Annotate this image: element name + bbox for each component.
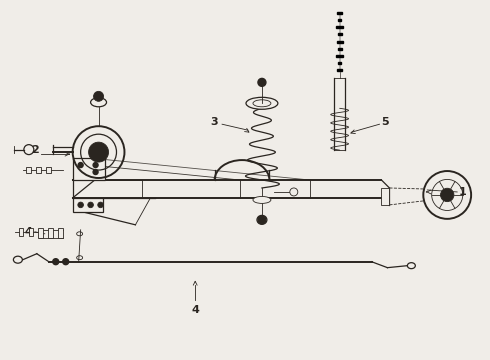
Circle shape xyxy=(258,78,266,86)
Circle shape xyxy=(53,259,59,265)
Circle shape xyxy=(89,142,108,162)
Ellipse shape xyxy=(257,215,267,224)
Circle shape xyxy=(93,163,98,167)
Circle shape xyxy=(258,216,266,224)
Bar xyxy=(338,33,342,35)
Text: 5: 5 xyxy=(382,117,389,127)
Bar xyxy=(337,41,343,42)
Circle shape xyxy=(290,188,298,196)
Bar xyxy=(38,228,43,238)
Bar xyxy=(337,55,343,57)
Bar xyxy=(382,188,390,205)
Ellipse shape xyxy=(246,97,278,109)
Circle shape xyxy=(63,259,69,265)
Ellipse shape xyxy=(91,98,106,107)
Bar xyxy=(338,19,342,21)
Bar xyxy=(337,26,343,28)
Circle shape xyxy=(94,91,103,101)
Bar xyxy=(36,167,41,173)
Bar xyxy=(337,69,343,71)
Bar xyxy=(26,167,31,173)
Text: 1: 1 xyxy=(459,187,467,197)
Ellipse shape xyxy=(253,197,271,203)
Circle shape xyxy=(78,202,83,208)
Bar xyxy=(338,62,342,64)
Circle shape xyxy=(93,170,98,175)
Circle shape xyxy=(441,188,454,202)
Text: 4: 4 xyxy=(191,305,199,315)
Bar xyxy=(58,228,63,238)
Text: 3: 3 xyxy=(211,117,218,127)
Bar xyxy=(46,167,51,173)
Circle shape xyxy=(78,163,83,167)
Circle shape xyxy=(98,202,103,208)
Bar xyxy=(19,228,23,236)
Bar xyxy=(73,198,102,212)
Bar xyxy=(337,12,343,14)
Bar xyxy=(73,158,104,180)
Bar xyxy=(28,228,33,236)
Text: 2: 2 xyxy=(31,145,39,155)
Circle shape xyxy=(88,202,94,208)
Text: 4: 4 xyxy=(25,227,33,237)
Bar xyxy=(338,48,342,50)
Bar xyxy=(48,228,53,238)
